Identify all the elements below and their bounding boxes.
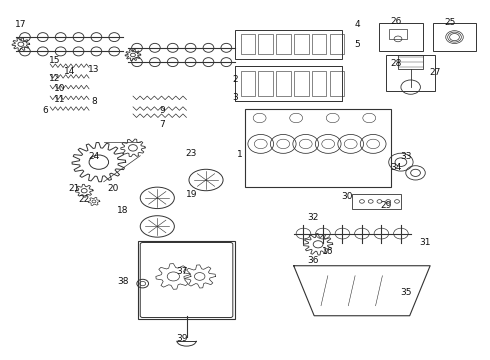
Text: 27: 27 [429, 68, 441, 77]
Bar [330, 71, 344, 96]
Text: 11: 11 [54, 95, 66, 104]
Bar [241, 71, 255, 96]
Text: 36: 36 [307, 256, 319, 265]
Text: 9: 9 [159, 106, 165, 115]
Bar [352, 194, 401, 208]
Text: 20: 20 [108, 184, 119, 193]
Text: 31: 31 [419, 238, 431, 247]
Text: 4: 4 [354, 20, 360, 29]
Text: 12: 12 [49, 74, 61, 83]
Text: 24: 24 [88, 152, 99, 161]
Text: 22: 22 [78, 195, 90, 204]
Bar [138, 241, 235, 319]
Bar [294, 34, 309, 54]
Text: 33: 33 [400, 152, 412, 161]
Text: 16: 16 [322, 247, 334, 256]
Bar [312, 71, 326, 96]
Text: 10: 10 [54, 84, 66, 93]
Bar [259, 34, 273, 54]
Bar [235, 66, 343, 102]
Text: 28: 28 [391, 59, 402, 68]
Bar [379, 23, 423, 51]
Bar [276, 71, 291, 96]
Text: 29: 29 [381, 201, 392, 210]
Text: 5: 5 [354, 40, 360, 49]
Bar [259, 71, 273, 96]
Text: 26: 26 [391, 17, 402, 26]
Polygon shape [294, 266, 430, 316]
Bar [330, 34, 344, 54]
Bar [433, 23, 476, 51]
Text: 19: 19 [186, 190, 197, 199]
Text: 30: 30 [342, 192, 353, 201]
Bar [235, 30, 343, 59]
Text: 17: 17 [15, 20, 26, 29]
Bar [312, 34, 326, 54]
Bar [389, 29, 407, 39]
Bar [386, 55, 435, 91]
Bar [398, 55, 423, 69]
Text: 13: 13 [88, 65, 99, 74]
Text: 25: 25 [444, 18, 455, 27]
Text: 1: 1 [237, 150, 243, 159]
Bar [245, 109, 391, 187]
Text: 21: 21 [69, 184, 80, 193]
Text: 18: 18 [118, 206, 129, 215]
Text: 23: 23 [186, 149, 197, 158]
Text: 32: 32 [308, 213, 319, 222]
Text: 38: 38 [118, 277, 129, 286]
Text: 2: 2 [232, 76, 238, 85]
Text: 15: 15 [49, 56, 61, 65]
Text: 3: 3 [232, 93, 238, 102]
Bar [294, 71, 309, 96]
Text: 35: 35 [400, 288, 412, 297]
Bar [241, 34, 255, 54]
Text: 34: 34 [391, 163, 402, 172]
Text: 39: 39 [176, 334, 187, 343]
Bar [276, 34, 291, 54]
Text: 37: 37 [176, 267, 187, 276]
Text: 8: 8 [91, 97, 97, 106]
Text: 7: 7 [159, 120, 165, 129]
Text: 14: 14 [64, 67, 75, 76]
Text: 6: 6 [42, 106, 48, 115]
